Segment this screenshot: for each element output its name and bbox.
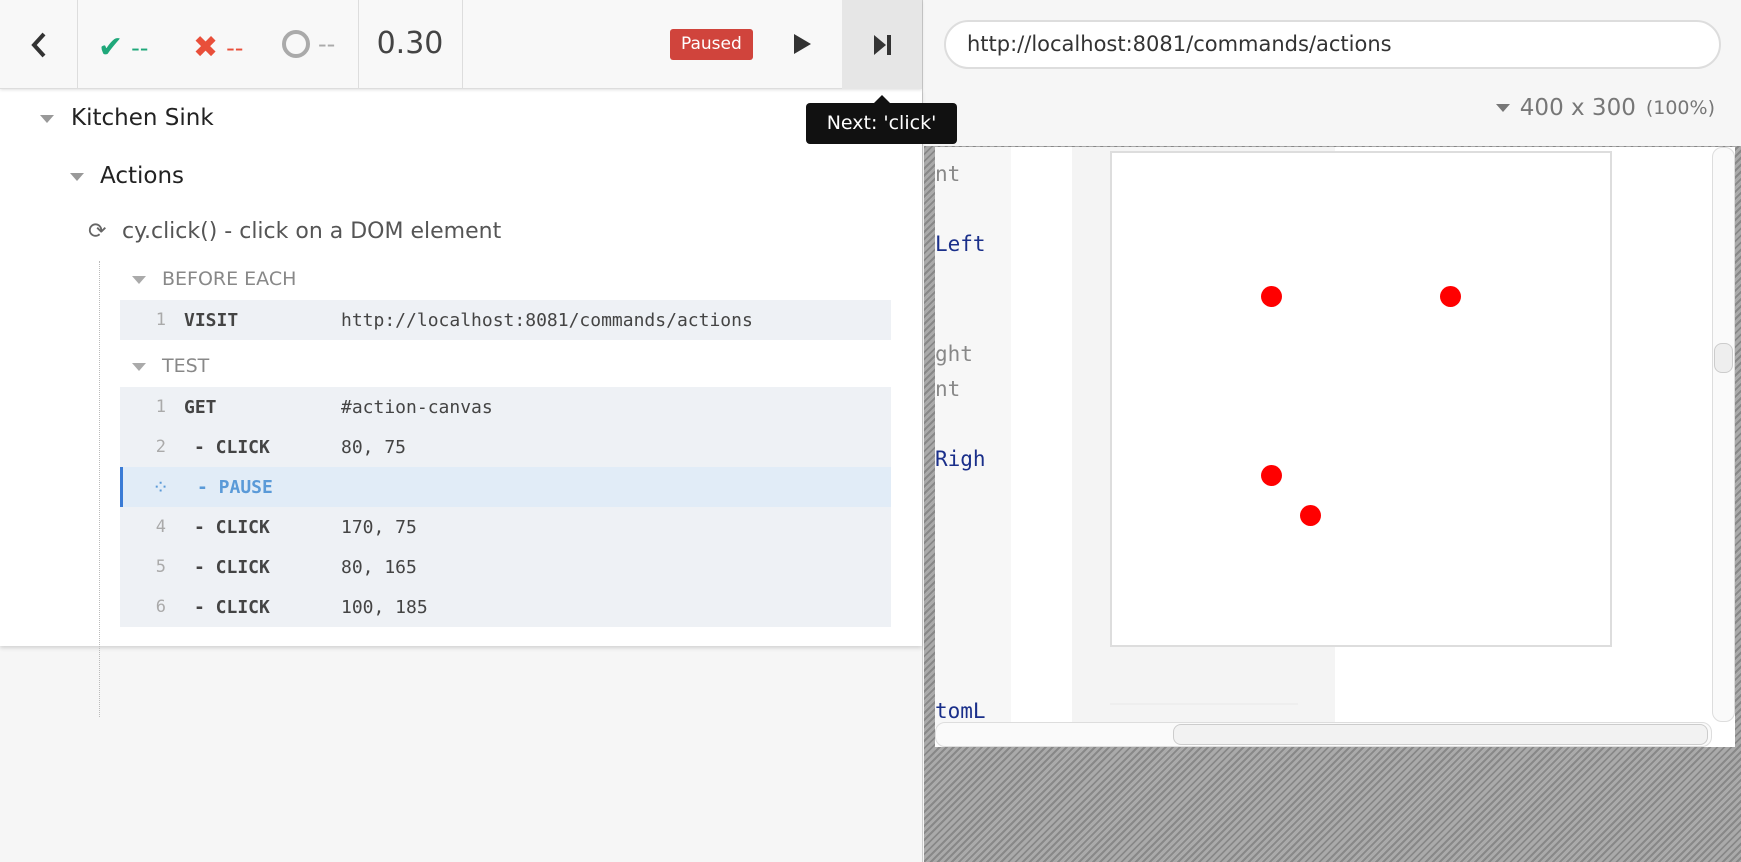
hook-test[interactable]: TEST xyxy=(162,355,210,377)
command-row[interactable]: 2- CLICK 80, 75 xyxy=(120,427,891,467)
check-icon: ✔ xyxy=(98,30,124,65)
next-tooltip: Next: 'click' xyxy=(806,95,957,144)
command-row[interactable]: 1 VISIT http://localhost:8081/commands/a… xyxy=(120,300,891,340)
next-step-button[interactable] xyxy=(842,0,922,89)
subsuite-title[interactable]: Actions xyxy=(100,163,185,189)
passed-count: ✔ -- xyxy=(98,30,149,65)
step-forward-icon xyxy=(874,34,891,55)
caret-down-icon[interactable] xyxy=(132,276,146,284)
command-row[interactable]: 6- CLICK 100, 185 xyxy=(120,587,891,627)
caret-down-icon[interactable] xyxy=(70,173,84,181)
resume-button[interactable] xyxy=(780,24,824,64)
failed-count: ✖ -- xyxy=(193,30,244,65)
horizontal-scrollbar[interactable] xyxy=(935,722,1712,747)
pending-count: -- xyxy=(282,30,335,58)
refresh-icon: ⟳ xyxy=(88,219,107,244)
click-dot xyxy=(1261,286,1282,307)
command-row[interactable]: 5- CLICK 80, 165 xyxy=(120,547,891,587)
caret-down-icon xyxy=(1495,104,1510,112)
chevron-left-icon xyxy=(30,32,45,57)
vertical-scrollbar[interactable] xyxy=(1712,147,1735,722)
back-button[interactable] xyxy=(0,0,77,89)
hook-before-each[interactable]: BEFORE EACH xyxy=(162,268,297,290)
url-bar[interactable]: http://localhost:8081/commands/actions xyxy=(944,20,1721,69)
caret-down-icon[interactable] xyxy=(132,363,146,371)
spinner-icon: ⁘ xyxy=(152,475,169,499)
action-canvas[interactable] xyxy=(1110,151,1612,647)
circle-notch-icon xyxy=(282,30,310,58)
command-row-active[interactable]: ⁘ - PAUSE xyxy=(120,467,891,507)
suite-title[interactable]: Kitchen Sink xyxy=(71,105,214,131)
runner-header: ✔ -- ✖ -- -- 0.30 Paused xyxy=(0,0,922,89)
duration: 0.30 xyxy=(376,26,444,61)
x-icon: ✖ xyxy=(193,30,219,65)
command-log: Kitchen Sink Actions ⟳ cy.click() - clic… xyxy=(0,89,922,717)
command-row[interactable]: 4- CLICK 170, 75 xyxy=(120,507,891,547)
caret-down-icon[interactable] xyxy=(40,115,54,123)
viewport-info[interactable]: 400 x 300 (100%) xyxy=(1450,95,1715,121)
paused-badge: Paused xyxy=(670,29,753,60)
play-icon xyxy=(794,34,811,54)
click-dot xyxy=(1261,465,1282,486)
command-row[interactable]: 1 GET #action-canvas xyxy=(120,387,891,427)
click-dot xyxy=(1300,505,1321,526)
aut-iframe: nt Left ght nt Righ tomL xyxy=(935,147,1735,747)
test-title[interactable]: cy.click() - click on a DOM element xyxy=(122,219,502,244)
click-dot xyxy=(1440,286,1461,307)
